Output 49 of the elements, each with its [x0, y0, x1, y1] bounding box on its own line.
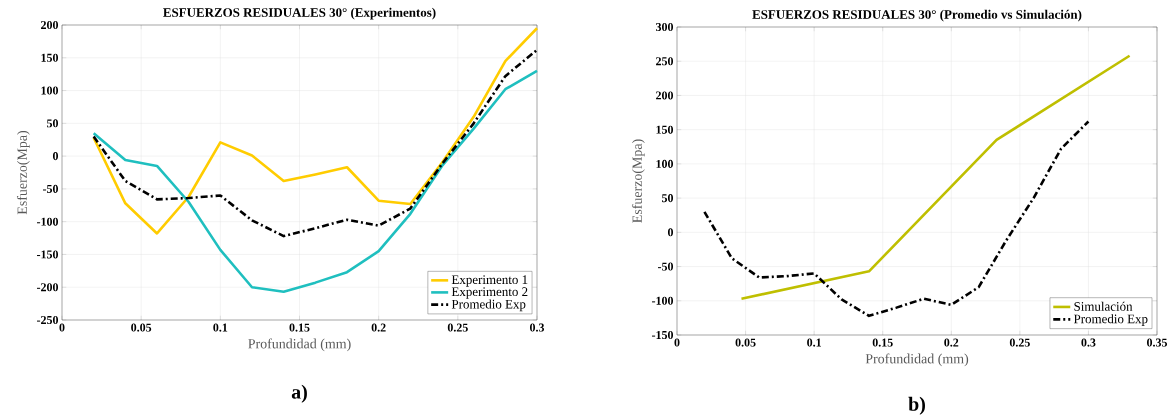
x-tick-label: 0.05	[735, 338, 756, 347]
x-tick-label: 0.15	[872, 338, 893, 347]
text: a)	[291, 384, 307, 403]
y-tick-label: -150	[652, 330, 674, 340]
y-tick-label: 100	[656, 159, 674, 168]
x-tick-label: 0.35	[1147, 338, 1168, 347]
y-tick-label: 50	[662, 194, 674, 203]
y-tick-label: -100	[37, 217, 59, 226]
x-tick-label: 0.3	[1081, 338, 1096, 347]
x-tick-label: 0.05	[131, 323, 152, 332]
legend-label: Promedio Exp	[451, 299, 526, 312]
y-tick-label: 200	[656, 91, 674, 100]
text: b)	[908, 396, 925, 415]
legend-label: Experimento 1	[451, 275, 528, 287]
x-tick-label: 0.25	[447, 323, 468, 332]
y-axis-title: Esfuerzo(Mpa)	[631, 139, 645, 223]
y-tick-label: 0	[52, 152, 59, 161]
y-tick-label: 50	[47, 119, 59, 128]
x-axis-title: Profundidad (mm)	[865, 353, 969, 367]
x-tick-label: 0.1	[807, 338, 821, 347]
y-tick-label: 100	[41, 86, 59, 95]
y-tick-label: 300	[656, 22, 674, 32]
x-tick-label: 0	[674, 338, 680, 347]
line-series	[740, 54, 1131, 301]
x-tick-label: 0.15	[289, 323, 310, 332]
legend-label: Promedio Exp	[1073, 314, 1148, 326]
y-tick-label: 200	[41, 20, 59, 30]
y-tick-label: -150	[37, 250, 59, 259]
y-tick-label: -250	[37, 315, 59, 325]
x-axis-title: Profundidad (mm)	[248, 338, 351, 352]
x-tick-label: 0.2	[371, 323, 386, 332]
legend-label: Experimento 2	[451, 287, 528, 299]
x-tick-label: 0.25	[1009, 338, 1030, 347]
y-tick-label: 250	[656, 57, 674, 66]
x-tick-label: 0.2	[944, 338, 959, 347]
x-tick-label: 0	[59, 323, 65, 332]
y-tick-label: -200	[37, 283, 59, 292]
x-tick-label: 0.1	[213, 323, 228, 332]
y-tick-label: 150	[656, 125, 674, 134]
x-tick-label: 0.3	[529, 323, 545, 332]
y-tick-label: 150	[41, 53, 59, 62]
y-tick-label: -100	[652, 296, 674, 305]
legend-label: Simulación	[1074, 301, 1133, 311]
y-tick-label: -50	[42, 184, 59, 193]
chart-title: ESFUERZOS RESIDUALES 30° (Experimentos)	[163, 7, 436, 20]
chart-title: ESFUERZOS RESIDUALES 30° (Promedio vs Simulación)	[752, 9, 1082, 22]
y-axis-title: Esfuerzo(Mpa)	[16, 130, 30, 215]
y-tick-label: 0	[667, 228, 674, 237]
y-tick-label: -50	[657, 262, 674, 271]
